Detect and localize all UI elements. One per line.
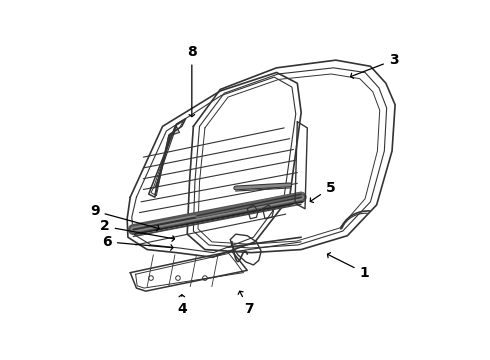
Text: 7: 7 — [238, 291, 254, 316]
Text: 2: 2 — [100, 220, 174, 241]
Text: 3: 3 — [351, 53, 398, 78]
Text: 4: 4 — [177, 295, 187, 316]
Text: 8: 8 — [187, 45, 196, 117]
Text: 1: 1 — [327, 253, 369, 280]
Text: 5: 5 — [310, 181, 335, 203]
Polygon shape — [155, 126, 179, 194]
Text: 9: 9 — [90, 204, 159, 231]
Text: 6: 6 — [102, 235, 173, 250]
